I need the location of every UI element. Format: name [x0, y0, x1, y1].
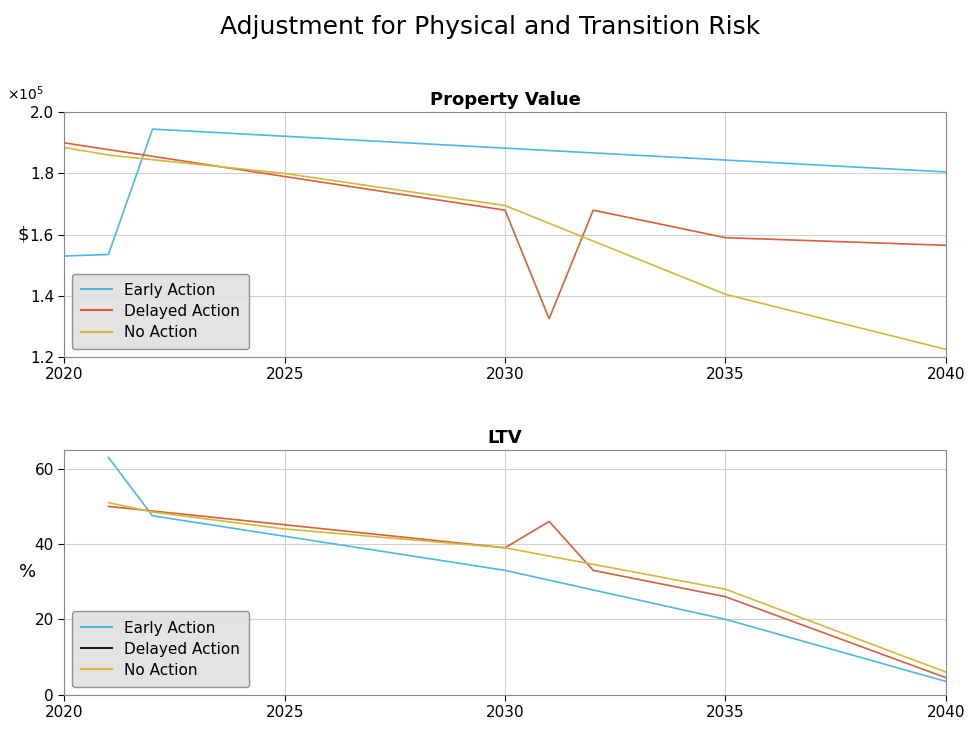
Delayed Action: [719, 233, 731, 242]
Early Action: [103, 453, 115, 462]
No Action: [279, 169, 291, 178]
Early Action: [147, 512, 159, 520]
Early Action: [103, 250, 115, 259]
No Action: [499, 543, 511, 552]
Delayed Action: [103, 502, 115, 511]
Early Action: [499, 566, 511, 575]
No Action: [940, 345, 952, 354]
No Action: [719, 585, 731, 594]
Delayed Action: [587, 566, 599, 575]
Text: $\times10^5$: $\times10^5$: [7, 84, 44, 102]
No Action: [499, 201, 511, 210]
No Action: [279, 525, 291, 534]
Delayed Action: [59, 138, 71, 147]
No Action: [103, 498, 115, 507]
Line: Delayed Action: Delayed Action: [109, 506, 946, 678]
Line: No Action: No Action: [65, 148, 946, 349]
Delayed Action: [543, 517, 555, 526]
Line: Early Action: Early Action: [65, 129, 946, 256]
Early Action: [147, 125, 159, 134]
Line: Delayed Action: Delayed Action: [65, 143, 946, 319]
Early Action: [940, 677, 952, 686]
Legend: Early Action, Delayed Action, No Action: Early Action, Delayed Action, No Action: [72, 273, 249, 349]
Title: Property Value: Property Value: [429, 91, 580, 110]
Legend: Early Action, Delayed Action, No Action: Early Action, Delayed Action, No Action: [72, 612, 249, 687]
Early Action: [719, 615, 731, 624]
No Action: [103, 151, 115, 159]
No Action: [147, 508, 159, 517]
Y-axis label: $ : $: [19, 226, 35, 243]
Early Action: [59, 251, 71, 260]
Title: LTV: LTV: [488, 429, 522, 447]
Delayed Action: [499, 206, 511, 215]
Delayed Action: [940, 241, 952, 250]
Line: No Action: No Action: [109, 503, 946, 672]
Line: Early Action: Early Action: [109, 457, 946, 681]
Delayed Action: [587, 206, 599, 215]
Y-axis label: %: %: [19, 563, 36, 581]
No Action: [719, 290, 731, 298]
No Action: [59, 143, 71, 152]
Text: Adjustment for Physical and Transition Risk: Adjustment for Physical and Transition R…: [220, 15, 760, 39]
Delayed Action: [499, 543, 511, 552]
Delayed Action: [543, 315, 555, 323]
Delayed Action: [940, 673, 952, 682]
Delayed Action: [719, 592, 731, 601]
Early Action: [940, 168, 952, 176]
No Action: [940, 667, 952, 676]
